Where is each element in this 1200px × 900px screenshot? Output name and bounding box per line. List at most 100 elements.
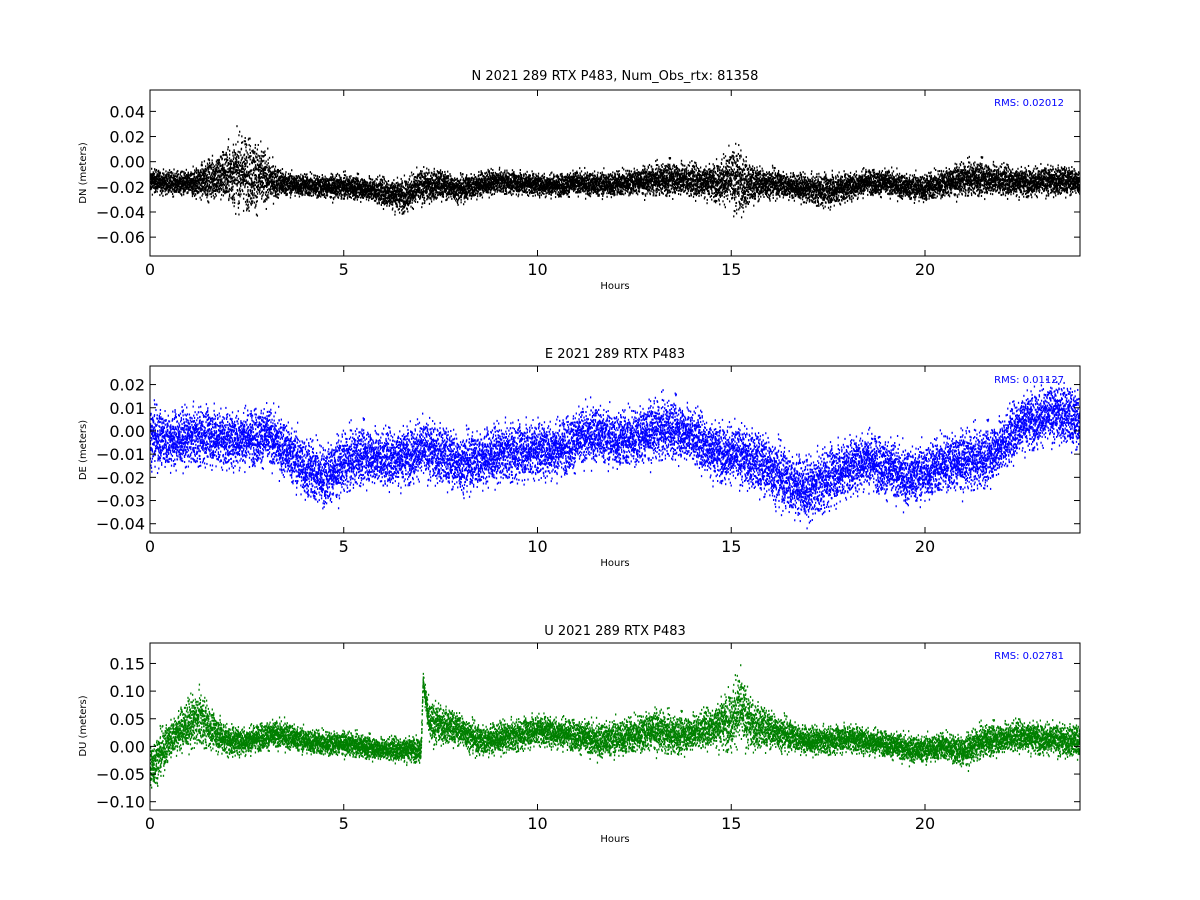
data-point [277,192,279,195]
data-point [281,175,283,178]
data-point [250,203,252,206]
data-point [270,185,273,188]
data-point [271,188,273,191]
data-point [191,189,193,192]
data-point [251,183,253,186]
data-point [437,193,439,196]
data-point [216,166,218,169]
data-point [388,204,391,207]
data-point [256,152,258,155]
data-point [268,182,270,185]
data-point [248,200,250,203]
data-point [261,186,263,189]
data-point [365,198,368,201]
data-point [289,196,292,199]
data-point [158,174,160,177]
data-point [261,164,263,167]
data-point [165,188,167,191]
data-point [279,184,281,187]
data-point [339,186,342,189]
data-point [249,155,251,158]
data-point [266,166,268,169]
data-point [271,193,273,196]
data-point [204,177,206,180]
data-point [209,188,211,191]
data-point [213,165,216,168]
data-point [186,179,189,182]
data-point [244,176,247,179]
data-point [193,192,195,195]
data-point [193,190,195,193]
data-point [215,188,218,191]
data-point [237,206,240,209]
data-point [222,150,224,153]
data-point [368,196,371,199]
data-point [161,189,163,192]
data-point [252,169,254,172]
data-point [302,175,305,178]
data-point [205,193,207,196]
data-point [300,173,302,176]
data-point [244,184,246,187]
data-point [172,195,175,198]
data-point [269,173,272,176]
data-point [282,178,285,181]
data-point [277,189,279,192]
data-point [297,184,299,187]
data-point [152,178,155,181]
data-point [237,155,240,158]
data-point [190,171,192,174]
data-point [244,157,246,160]
data-point [381,181,384,184]
data-point [221,157,223,160]
data-point [293,186,295,189]
data-point [236,166,238,169]
data-point [267,196,269,199]
data-point [171,193,174,195]
data-point [439,189,442,192]
data-point [252,200,254,203]
data-point [267,177,269,180]
data-point [214,167,216,170]
data-point [265,179,267,182]
data-point [216,159,218,162]
data-point [253,184,255,187]
data-point [413,199,415,202]
data-point [215,166,217,169]
data-point [255,156,257,159]
data-point [183,193,185,196]
data-point [245,203,247,206]
data-point [219,174,221,177]
data-point [325,177,327,180]
data-point [243,177,245,180]
data-point [354,184,356,187]
data-point [274,165,277,168]
data-point [242,165,244,168]
data-point [263,159,265,162]
data-point [212,181,214,184]
data-point [275,176,278,179]
data-point [343,197,345,200]
data-point [229,169,231,172]
data-point [222,186,224,189]
data-point [191,185,194,188]
data-point [248,171,250,174]
data-point [255,175,257,178]
data-point [205,170,207,173]
data-point [184,189,186,192]
data-point [257,185,259,188]
data-point [211,154,214,157]
data-point [247,190,249,193]
data-point [371,192,374,195]
data-point [254,164,257,167]
data-point [417,201,419,204]
data-point [199,171,202,174]
data-point [414,196,416,199]
data-point [245,175,247,178]
data-point [181,193,183,196]
data-point [411,199,413,202]
data-point [239,164,241,167]
data-point [284,178,286,181]
data-point [263,174,265,177]
data-point [224,180,226,183]
